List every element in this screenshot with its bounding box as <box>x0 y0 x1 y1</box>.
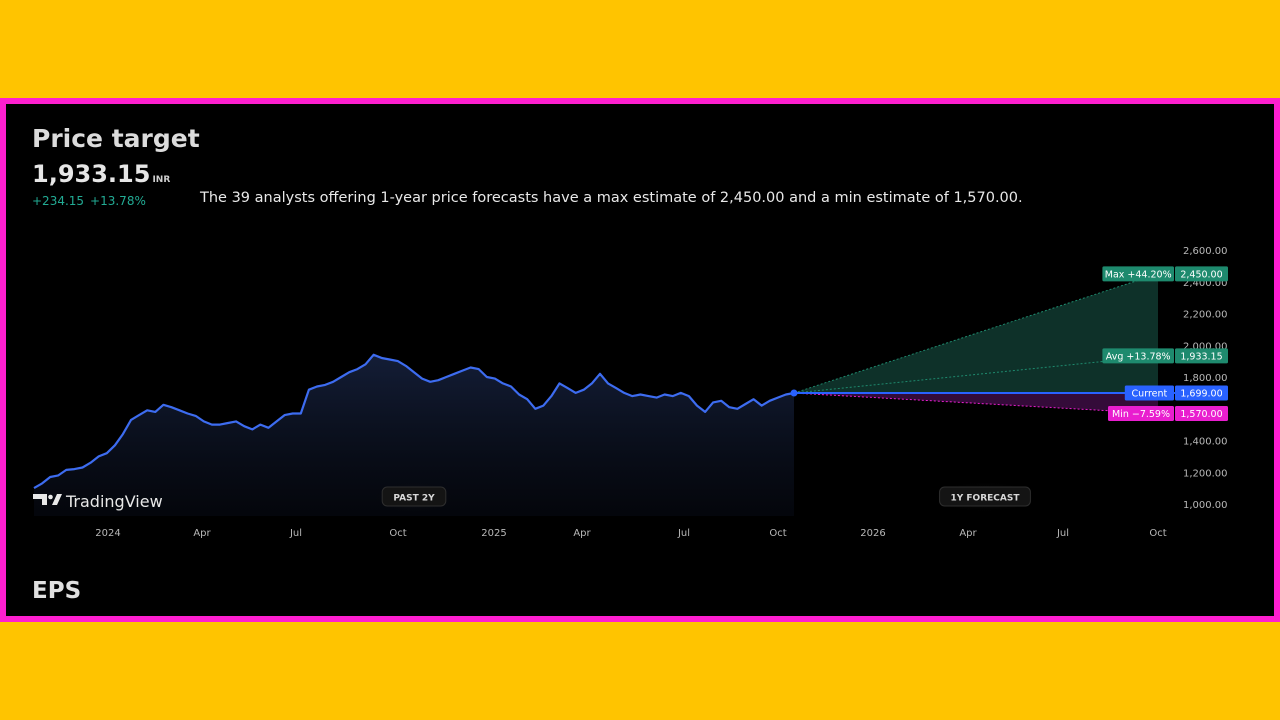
price-target-chart: 2,600.00 2,400.00 2,200.00 2,000.00 1,800.00… <box>33 246 1228 539</box>
history-line <box>33 353 795 490</box>
avg-tag-label: Avg +13.78% <box>1106 351 1171 362</box>
price-target-panel: 2,600.00 2,400.00 2,200.00 2,000.00 1,800.00… <box>0 98 1280 622</box>
x-tick-label: Apr <box>573 528 591 539</box>
x-tick-label: Oct <box>1149 528 1166 539</box>
y-tick-label: 2,200.00 <box>1183 310 1228 321</box>
min-tag-label: Min −7.59% <box>1112 409 1170 420</box>
y-tick-label: 1,200.00 <box>1183 468 1228 479</box>
x-tick-label: Apr <box>193 528 211 539</box>
tradingview-logo-text: TradingView <box>65 492 163 511</box>
currency-label: INR <box>152 175 171 185</box>
avg-value-bg <box>1175 348 1228 364</box>
price-change: +234.15 +13.78% <box>32 194 146 208</box>
current-value-label: 1,699.00 <box>1180 389 1222 400</box>
max-tag-bg <box>1102 266 1174 282</box>
min-tag-bg <box>1108 406 1174 422</box>
change-absolute: +234.15 <box>32 194 85 208</box>
x-tick-label: Apr <box>959 528 977 539</box>
x-tick-label: Oct <box>389 528 406 539</box>
min-value-bg <box>1175 406 1228 422</box>
max-value-bg <box>1175 266 1228 282</box>
y-tick-label: 2,000.00 <box>1183 341 1228 352</box>
max-tag-label: Max +44.20% <box>1105 269 1172 280</box>
price-target-value: 1,933.15 INR <box>32 160 170 188</box>
y-tick-label: 2,400.00 <box>1183 278 1228 289</box>
x-tick-label: Oct <box>769 528 786 539</box>
forecast-min-line <box>793 392 1159 415</box>
current-tag-label: Current <box>1132 389 1168 400</box>
min-value-label: 1,570.00 <box>1180 409 1222 420</box>
max-value-label: 2,450.00 <box>1180 269 1222 280</box>
forecast-avg-line <box>793 355 1159 394</box>
forecast-1y-pill-label: 1Y FORECAST <box>951 494 1021 504</box>
tradingview-logo-mark <box>52 494 62 505</box>
current-tag-bg <box>1124 385 1174 401</box>
change-percent: +13.78% <box>90 194 146 208</box>
y-tick-label: 1,000.00 <box>1183 500 1228 511</box>
avg-tag-bg <box>1102 348 1174 364</box>
y-tick-label: 2,600.00 <box>1183 246 1228 257</box>
history-area <box>34 354 794 516</box>
y-tick-label: 1,800.00 <box>1183 373 1228 384</box>
current-point <box>790 389 798 397</box>
avg-value-label: 1,933.15 <box>1180 351 1222 362</box>
page-title: Price target <box>32 124 200 153</box>
past-2y-pill-bg <box>381 486 447 507</box>
x-tick-label: 2026 <box>860 528 885 539</box>
y-tick-label: 1,400.00 <box>1183 437 1228 448</box>
past-2y-pill-label: PAST 2Y <box>393 494 435 504</box>
current-value-bg <box>1175 385 1228 401</box>
eps-section-title: EPS <box>32 578 82 604</box>
x-tick-label: Jul <box>289 528 302 539</box>
tradingview-logo-dot <box>48 494 53 500</box>
x-tick-label: 2024 <box>95 528 120 539</box>
x-tick-label: Jul <box>1056 528 1069 539</box>
tradingview-logo-icon <box>33 494 47 505</box>
x-tick-label: 2025 <box>481 528 506 539</box>
analyst-summary: The 39 analysts offering 1-year price fo… <box>200 190 1023 206</box>
price-value: 1,933.15 <box>32 160 151 188</box>
forecast-1y-pill-bg <box>939 486 1031 507</box>
x-tick-label: Jul <box>677 528 690 539</box>
